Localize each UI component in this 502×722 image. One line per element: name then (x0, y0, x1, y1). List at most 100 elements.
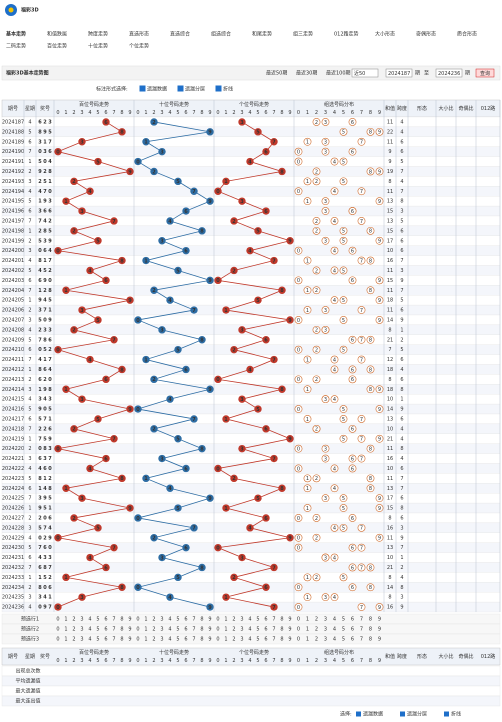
presel-digit[interactable]: 1 (144, 617, 147, 623)
nav-tab[interactable]: 012路走势 (334, 31, 359, 38)
nav-tab[interactable]: 质合形态 (457, 31, 477, 38)
presel-digit[interactable]: 3 (324, 617, 327, 623)
query-button[interactable] (475, 68, 495, 78)
presel-digit[interactable]: 7 (112, 617, 115, 623)
presel-digit[interactable]: 0 (56, 637, 59, 643)
presel-digit[interactable]: 3 (80, 637, 83, 643)
presel-digit[interactable]: 3 (160, 617, 163, 623)
checkbox[interactable] (356, 711, 361, 717)
presel-digit[interactable]: 9 (288, 627, 291, 633)
nav-tab[interactable]: 大小形态 (375, 31, 395, 38)
presel-digit[interactable]: 0 (136, 627, 139, 633)
button-text[interactable]: 查询 (480, 70, 490, 77)
select-box[interactable] (351, 68, 379, 78)
presel-digit[interactable]: 2 (315, 637, 318, 643)
presel-digit[interactable]: 5 (176, 627, 179, 633)
option-text[interactable]: 遗漏分层 (185, 86, 205, 93)
checkbox[interactable] (400, 711, 405, 717)
option-text[interactable]: 遗漏数据 (147, 86, 167, 93)
presel-digit[interactable]: 5 (256, 637, 259, 643)
nav-subtab[interactable]: 百位走势 (47, 43, 67, 50)
presel-digit[interactable]: 2 (72, 637, 75, 643)
range-link[interactable]: 最近30期 (296, 70, 317, 77)
presel-digit[interactable]: 7 (360, 627, 363, 633)
presel-digit[interactable]: 7 (272, 617, 275, 623)
range-link[interactable]: 最近100期 (326, 70, 351, 77)
presel-digit[interactable]: 7 (112, 637, 115, 643)
presel-digit[interactable]: 0 (136, 617, 139, 623)
presel-digit[interactable]: 5 (342, 627, 345, 633)
nav-tab[interactable]: 直选形态 (129, 31, 149, 38)
presel-digit[interactable]: 5 (96, 617, 99, 623)
presel-digit[interactable]: 6 (184, 637, 187, 643)
presel-digit[interactable]: 7 (272, 637, 275, 643)
presel-digit[interactable]: 1 (64, 627, 67, 633)
presel-digit[interactable]: 6 (104, 637, 107, 643)
checkbox[interactable] (444, 711, 449, 717)
presel-digit[interactable]: 5 (176, 617, 179, 623)
presel-digit[interactable]: 7 (192, 627, 195, 633)
presel-digit[interactable]: 4 (168, 637, 171, 643)
presel-digit[interactable]: 6 (104, 617, 107, 623)
nav-tab[interactable]: 奇偶形态 (416, 31, 436, 38)
presel-digit[interactable]: 3 (324, 627, 327, 633)
presel-digit[interactable]: 8 (280, 627, 283, 633)
presel-digit[interactable]: 4 (333, 617, 336, 623)
select-text[interactable]: 近50 (354, 70, 365, 77)
presel-digit[interactable]: 9 (208, 617, 211, 623)
presel-digit[interactable]: 8 (200, 637, 203, 643)
presel-digit[interactable]: 0 (56, 617, 59, 623)
presel-digit[interactable]: 0 (216, 627, 219, 633)
nav-tab[interactable]: 和尾走势 (252, 31, 272, 38)
presel-digit[interactable]: 3 (80, 617, 83, 623)
presel-digit[interactable]: 4 (88, 617, 91, 623)
presel-digit[interactable]: 0 (216, 617, 219, 623)
presel-digit[interactable]: 5 (256, 627, 259, 633)
presel-digit[interactable]: 2 (152, 627, 155, 633)
presel-digit[interactable]: 2 (72, 627, 75, 633)
presel-digit[interactable]: 5 (96, 637, 99, 643)
presel-digit[interactable]: 4 (168, 627, 171, 633)
presel-digit[interactable]: 2 (152, 617, 155, 623)
presel-digit[interactable]: 0 (297, 627, 300, 633)
presel-digit[interactable]: 4 (248, 617, 251, 623)
presel-digit[interactable]: 4 (333, 627, 336, 633)
nav-tab[interactable]: 直选综合 (170, 31, 190, 38)
presel-digit[interactable]: 8 (200, 627, 203, 633)
presel-digit[interactable]: 3 (240, 637, 243, 643)
presel-digit[interactable]: 9 (208, 627, 211, 633)
presel-digit[interactable]: 2 (315, 627, 318, 633)
presel-digit[interactable]: 5 (96, 627, 99, 633)
input-from[interactable] (385, 68, 413, 78)
presel-digit[interactable]: 2 (315, 617, 318, 623)
presel-digit[interactable]: 6 (184, 627, 187, 633)
presel-digit[interactable]: 3 (240, 617, 243, 623)
presel-digit[interactable]: 1 (306, 617, 309, 623)
presel-digit[interactable]: 5 (342, 637, 345, 643)
checkbox[interactable] (215, 85, 222, 92)
presel-digit[interactable]: 4 (248, 637, 251, 643)
presel-digit[interactable]: 8 (369, 637, 372, 643)
presel-digit[interactable]: 2 (72, 617, 75, 623)
presel-digit[interactable]: 2 (152, 637, 155, 643)
presel-digit[interactable]: 7 (192, 617, 195, 623)
presel-digit[interactable]: 0 (297, 617, 300, 623)
presel-digit[interactable]: 3 (324, 637, 327, 643)
presel-digit[interactable]: 9 (288, 637, 291, 643)
presel-digit[interactable]: 5 (256, 617, 259, 623)
presel-digit[interactable]: 9 (128, 617, 131, 623)
nav-subtab[interactable]: 二码走势 (6, 43, 26, 50)
option-text[interactable]: 遗漏分层 (407, 711, 427, 718)
presel-digit[interactable]: 8 (120, 637, 123, 643)
presel-digit[interactable]: 1 (64, 617, 67, 623)
presel-digit[interactable]: 1 (144, 627, 147, 633)
nav-tab[interactable]: 跨度走势 (88, 31, 108, 38)
presel-digit[interactable]: 4 (248, 627, 251, 633)
presel-digit[interactable]: 1 (64, 637, 67, 643)
presel-digit[interactable]: 7 (360, 637, 363, 643)
presel-digit[interactable]: 8 (120, 617, 123, 623)
input-text[interactable]: 2024236 (438, 71, 460, 77)
presel-digit[interactable]: 0 (216, 637, 219, 643)
presel-digit[interactable]: 1 (224, 637, 227, 643)
range-link[interactable]: 最近50期 (266, 70, 287, 77)
